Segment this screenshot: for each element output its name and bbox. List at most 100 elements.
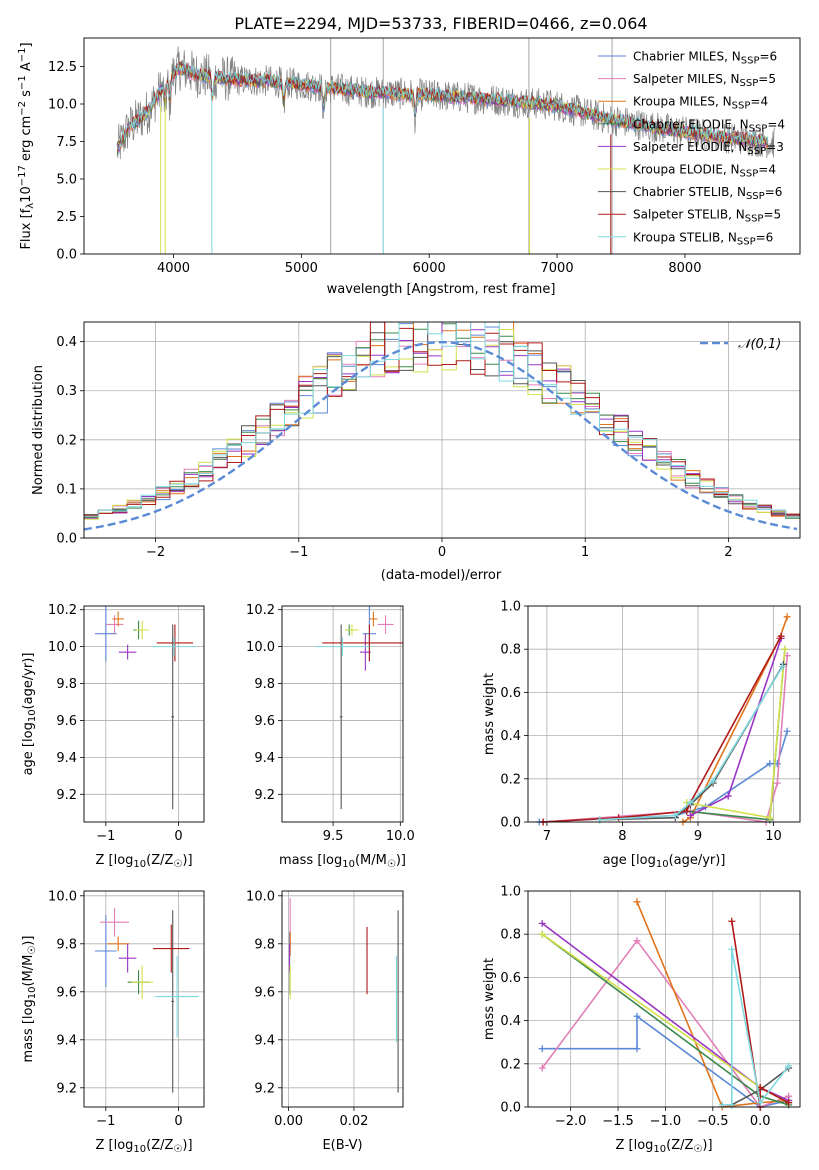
weight-line	[682, 616, 788, 823]
y-tick-label: 0.0	[500, 1101, 521, 1116]
label-part: mass [log	[279, 853, 342, 868]
y-tick-label: 10.0	[48, 640, 77, 655]
label-part: Kroupa MILES, N	[633, 95, 732, 109]
y-tick-label: 9.4	[56, 1033, 77, 1048]
error-bar-point	[118, 644, 137, 660]
label-part: (Z/Z	[666, 1138, 693, 1153]
y-axis-label: age [log10(age/yr)]	[21, 653, 38, 776]
label-part: Salpeter MILES, N	[633, 72, 740, 86]
weight-marker	[633, 1045, 641, 1053]
axes: 7 8 9 10 0.0 0.2 0.4 0.6 0.8 1.0	[500, 600, 800, 844]
label-part: 10	[27, 987, 38, 1000]
weight-line	[731, 921, 789, 1108]
error-bar-point	[322, 624, 403, 662]
y-axis-label: mass [log10(M/M☉)]	[21, 936, 38, 1063]
histogram-7	[84, 322, 800, 516]
x-tick-label: 10.0	[386, 829, 415, 844]
label-part: )]	[182, 1138, 192, 1153]
weight-marker	[709, 777, 717, 785]
label-part: =6	[759, 50, 777, 64]
y-tick-label: 9.6	[254, 714, 275, 729]
x-tick-label: 4000	[157, 261, 190, 276]
axes: 0.00 0.02 9.2 9.4 9.6 9.8 10.0	[246, 889, 403, 1129]
y-tick-label: 9.2	[56, 788, 77, 803]
y-tick-label: 9.4	[254, 1033, 275, 1048]
label-part: =3	[766, 140, 784, 154]
x-tick-label: 1	[581, 545, 589, 560]
x-tick-label: 0	[174, 829, 182, 844]
label-part: SSP	[747, 146, 766, 157]
weight-marker	[538, 930, 546, 938]
error-bar-point	[345, 624, 359, 636]
x-tick-label: 7000	[541, 261, 574, 276]
plot-frame	[83, 890, 205, 1108]
weight-marker	[686, 799, 694, 807]
label-part: Chabrier MILES, N	[633, 50, 741, 64]
histogram-1	[84, 322, 800, 519]
weight-marker	[633, 898, 641, 906]
histogram-6	[84, 322, 800, 516]
error-bar-point	[152, 637, 196, 656]
label-part: SSP	[732, 101, 751, 112]
error-bar-point	[100, 907, 130, 937]
label-part: SSP	[746, 191, 765, 202]
residuals-panel: −2 −1 0 1 2 0.0 0.1 0.2 0.3 0.4 𝒩(0,1) (data-model)…	[31, 321, 801, 583]
label-part: mass [log	[21, 999, 36, 1062]
y-tick-label: 1.0	[500, 600, 521, 615]
label-part: 10	[656, 859, 669, 870]
label-part: (M/M	[355, 853, 387, 868]
histogram-3	[84, 322, 800, 519]
y-tick-label: 0.2	[56, 433, 77, 448]
mass_vs_Z-panel: −1 09.29.49.69.810.0Z [log10(Z/Z☉)]mass […	[21, 889, 205, 1155]
weight-marker	[785, 1099, 793, 1107]
label-part: =6	[765, 185, 783, 199]
weight-marker	[777, 632, 785, 640]
label-part: (age/yr)]	[669, 853, 726, 868]
label-part: SSP	[745, 214, 764, 225]
axes: 4000 5000 6000 7000 8000 0.0 2.5 5.0 7.5 10.0 12.5	[48, 60, 701, 276]
label-part: Z [log	[615, 1138, 653, 1153]
label-part: =5	[763, 208, 781, 222]
error-bar-point	[94, 606, 117, 662]
y-tick-label: 10.2	[246, 603, 275, 618]
figure-title: PLATE=2294, MJD=53733, FIBERID=0466, z=0…	[234, 14, 647, 33]
error-bar-point	[118, 943, 137, 973]
axes: −1 0 9.2 9.4 9.6 9.8 10.0	[48, 889, 204, 1129]
weight-marker	[538, 919, 546, 927]
y-tick-label: 0.4	[500, 729, 521, 744]
error-bar-point	[369, 611, 378, 627]
x-tick-label: −2	[146, 545, 165, 560]
label-part: 10	[133, 1144, 146, 1155]
plot-frame	[281, 605, 404, 823]
x-tick-label: 8	[618, 829, 626, 844]
label-part: Chabrier STELIB, N	[633, 185, 746, 199]
x-axis-label: mass [log10(M/M☉)]	[279, 853, 406, 870]
label-part: (age/yr)]	[21, 653, 36, 710]
axes: 9.5 10.0 9.2 9.4 9.6 9.8 10.0 10.2	[246, 603, 415, 844]
label-part: s	[19, 90, 34, 101]
label-part: Kroupa STELIB, N	[633, 230, 737, 244]
x-tick-label: 0	[174, 1114, 182, 1129]
mass_vs_EBV-panel: 0.00 0.02 9.2 9.4 9.6 9.8 10.0 E(B-V)	[246, 889, 404, 1153]
label-part: ☉	[693, 1144, 702, 1155]
label-part: )]	[396, 853, 406, 868]
weight-marker	[779, 662, 787, 670]
error-bar-point	[112, 611, 124, 627]
y-tick-label: 9.4	[56, 751, 77, 766]
plot-frame	[83, 37, 801, 255]
error-bars	[94, 606, 196, 810]
plot-frame	[527, 890, 801, 1108]
label-part: age [log	[21, 722, 36, 775]
error-bar-point	[107, 936, 130, 951]
y-tick-label: 1.0	[500, 885, 521, 900]
x-axis-label: Z [log10(Z/Z☉)]	[95, 853, 192, 870]
label-part: Salpeter ELODIE, N	[633, 140, 747, 154]
weight-marker	[686, 812, 694, 820]
x-tick-label: −1.5	[602, 1114, 634, 1129]
y-tick-label: 0.4	[56, 335, 77, 350]
error-bars	[315, 606, 403, 810]
y-tick-label: 9.6	[56, 985, 77, 1000]
y-axis-label: mass weight	[482, 673, 497, 755]
age_vs_Z-panel: −1 09.29.49.69.810.010.2Z [log10(Z/Z☉)]ag…	[21, 603, 205, 870]
